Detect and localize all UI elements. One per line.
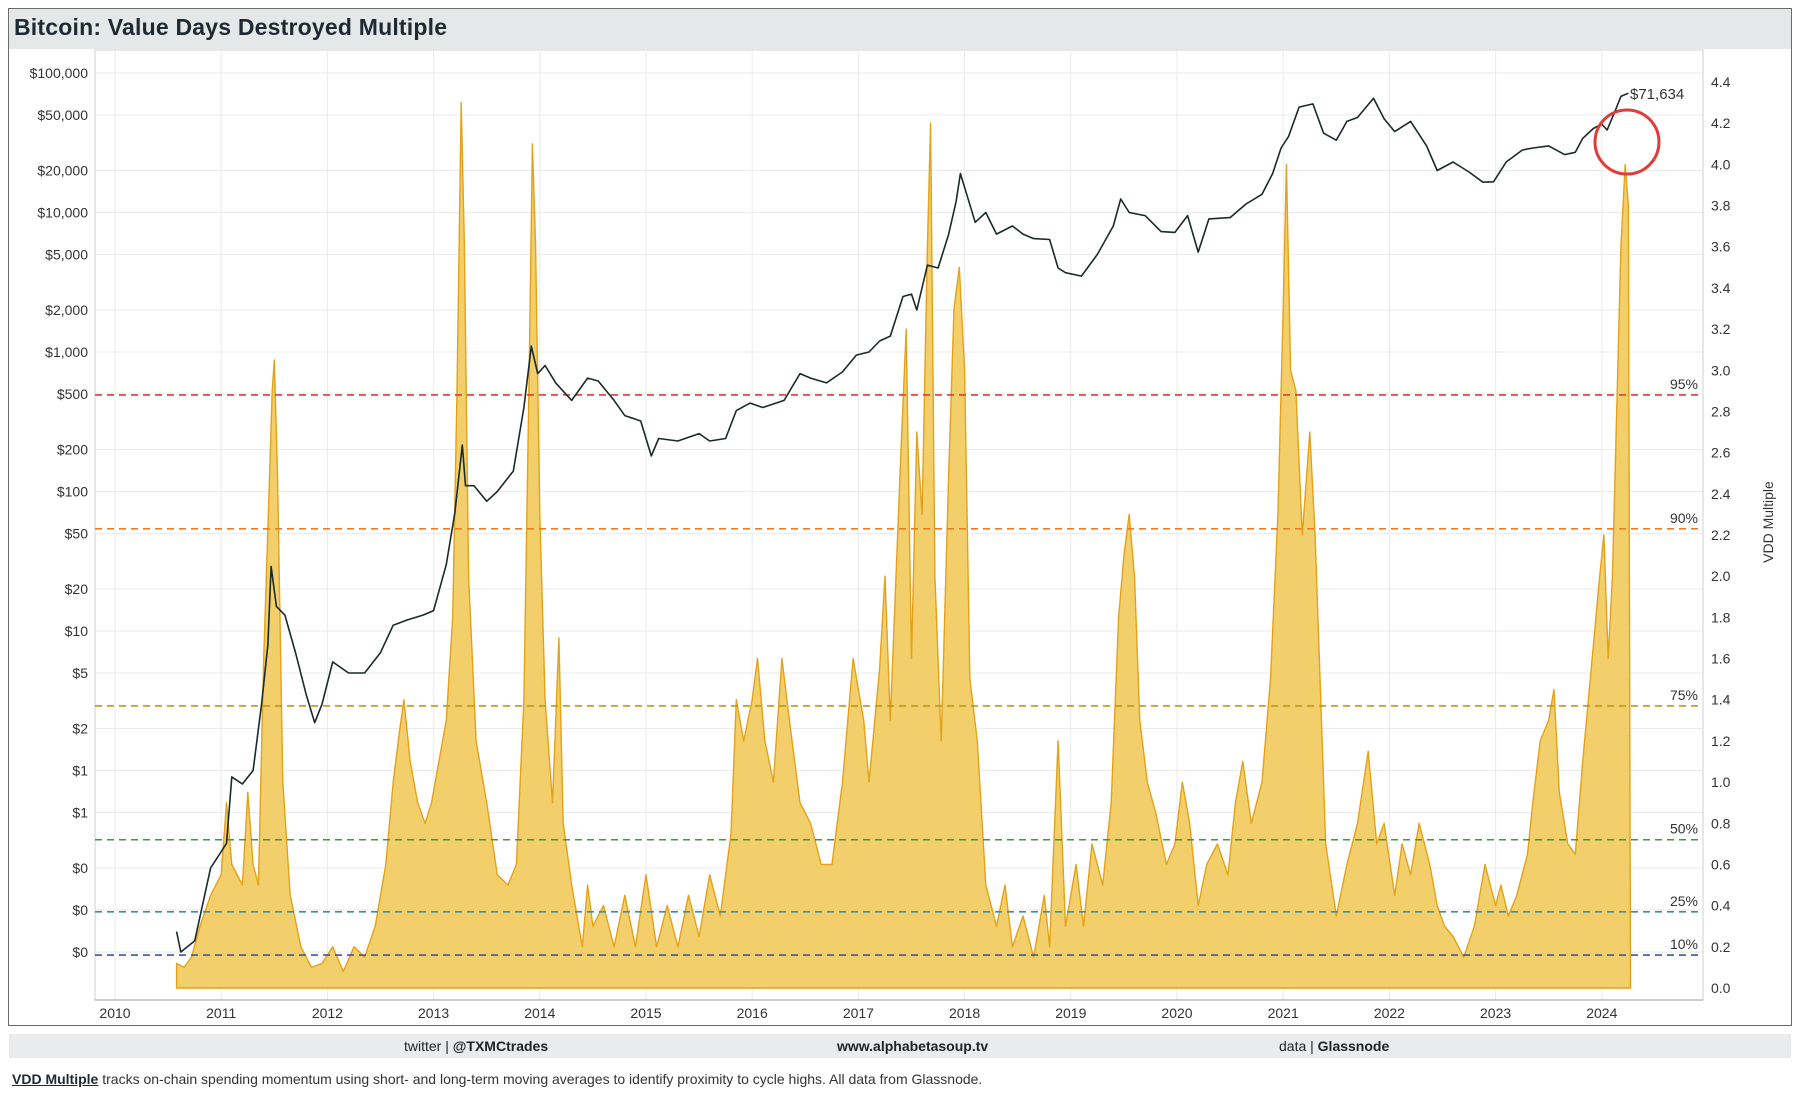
percentile-label: 10% [1670, 936, 1698, 952]
twitter-handle[interactable]: @TXMCtrades [452, 1038, 549, 1054]
data-source: Glassnode [1317, 1038, 1390, 1054]
left-tick-label: $2 [72, 721, 88, 737]
last-price-label: $71,634 [1630, 86, 1684, 103]
x-tick-label: 2022 [1374, 1005, 1405, 1021]
left-tick-label: $50 [65, 525, 89, 541]
x-tick-label: 2013 [418, 1005, 449, 1021]
percentile-label: 75% [1670, 687, 1698, 703]
highlight-circle [1593, 108, 1661, 176]
percentile-lines: 95% 90% 75% 50% 25% 10% [95, 376, 1703, 956]
x-tick-label: 2015 [630, 1005, 661, 1021]
left-axis: $100,000 $50,000 $20,000 $10,000 $5,000 $2,00… [30, 65, 89, 960]
percentile-label: 25% [1670, 893, 1698, 909]
percentile-label: 90% [1670, 510, 1698, 526]
right-tick-label: 3.2 [1711, 321, 1731, 337]
x-tick-label: 2019 [1055, 1005, 1086, 1021]
vdd-layer [175, 101, 1632, 989]
x-tick-label: 2018 [949, 1005, 980, 1021]
left-tick-label: $0 [72, 860, 88, 876]
right-axis-title: VDD Multiple [1760, 481, 1776, 563]
left-tick-label: $5 [72, 665, 88, 681]
right-tick-label: 0.8 [1711, 815, 1731, 831]
right-tick-label: 0.6 [1711, 856, 1731, 872]
right-tick-label: 4.4 [1711, 74, 1731, 90]
right-tick-label: 2.8 [1711, 403, 1731, 419]
right-axis: 4.4 4.2 4.0 3.8 3.6 3.4 3.2 3.0 2.8 2.6 2.4 2.2 2.0 1… [1711, 74, 1731, 996]
x-tick-label: 2014 [524, 1005, 555, 1021]
caption-text: tracks on-chain spending momentum using … [98, 1071, 983, 1087]
vdd-area [175, 101, 1632, 989]
x-tick-label: 2021 [1268, 1005, 1299, 1021]
left-tick-label: $500 [57, 386, 88, 402]
right-tick-label: 1.6 [1711, 651, 1731, 667]
left-tick-label: $50,000 [37, 107, 88, 123]
percentile-label: 95% [1670, 376, 1698, 392]
price-layer [175, 92, 1629, 953]
left-tick-label: $10 [65, 623, 89, 639]
left-tick-label: $5,000 [45, 246, 88, 262]
right-tick-label: 4.0 [1711, 156, 1731, 172]
left-tick-label: $200 [57, 442, 88, 458]
x-tick-label: 2012 [312, 1005, 343, 1021]
right-tick-label: 2.4 [1711, 486, 1731, 502]
right-tick-label: 3.8 [1711, 198, 1731, 214]
left-tick-label: $10,000 [37, 205, 88, 221]
left-tick-label: $0 [72, 944, 88, 960]
x-tick-label: 2011 [206, 1005, 236, 1021]
right-tick-label: 3.0 [1711, 362, 1731, 378]
x-tick-label: 2024 [1586, 1005, 1617, 1021]
data-credit: data | Glassnode [1279, 1038, 1389, 1054]
x-tick-label: 2023 [1480, 1005, 1511, 1021]
right-tick-label: 0.4 [1711, 898, 1731, 914]
grid-layer [95, 50, 1703, 1000]
right-tick-label: 1.4 [1711, 692, 1731, 708]
x-tick-label: 2010 [99, 1005, 130, 1021]
left-tick-label: $1 [72, 763, 88, 779]
right-tick-label: 1.0 [1711, 774, 1731, 790]
site-link[interactable]: www.alphabetasoup.tv [837, 1038, 989, 1054]
right-tick-label: 0.0 [1711, 980, 1731, 996]
right-tick-label: 2.6 [1711, 445, 1731, 461]
right-tick-label: 1.2 [1711, 733, 1731, 749]
right-tick-label: 2.0 [1711, 568, 1731, 584]
chart-frame [8, 8, 1792, 1026]
left-tick-label: $1,000 [45, 344, 88, 360]
x-tick-label: 2016 [737, 1005, 768, 1021]
left-tick-label: $2,000 [45, 302, 88, 318]
price-line [175, 92, 1629, 953]
title-bar [9, 9, 1791, 49]
right-tick-label: 1.8 [1711, 609, 1731, 625]
left-tick-label: $1 [72, 804, 88, 820]
credits-bar: twitter | @TXMCtrades www.alphabetasoup.… [9, 1034, 1791, 1058]
percentile-label: 50% [1670, 821, 1698, 837]
left-tick-label: $100 [57, 484, 88, 500]
caption-lead[interactable]: VDD Multiple [12, 1071, 99, 1087]
x-tick-label: 2020 [1161, 1005, 1192, 1021]
data-prefix: data | [1279, 1038, 1318, 1054]
twitter-prefix: twitter | [404, 1038, 453, 1054]
right-tick-label: 3.6 [1711, 239, 1731, 255]
right-tick-label: 4.2 [1711, 115, 1731, 131]
caption: VDD Multiple tracks on-chain spending mo… [12, 1071, 982, 1087]
chart-title: Bitcoin: Value Days Destroyed Multiple [14, 14, 448, 40]
twitter-credit: twitter | @TXMCtrades [404, 1038, 548, 1054]
right-tick-label: 3.4 [1711, 280, 1731, 296]
right-tick-label: 2.2 [1711, 527, 1731, 543]
right-tick-label: 0.2 [1711, 939, 1731, 955]
left-tick-label: $20,000 [37, 163, 88, 179]
left-tick-label: $100,000 [30, 65, 89, 81]
left-tick-label: $0 [72, 902, 88, 918]
left-tick-label: $20 [65, 581, 89, 597]
x-tick-label: 2017 [843, 1005, 874, 1021]
x-axis: 2010 2011 2012 2013 2014 2015 2016 2017 2018 2019… [95, 999, 1703, 1021]
